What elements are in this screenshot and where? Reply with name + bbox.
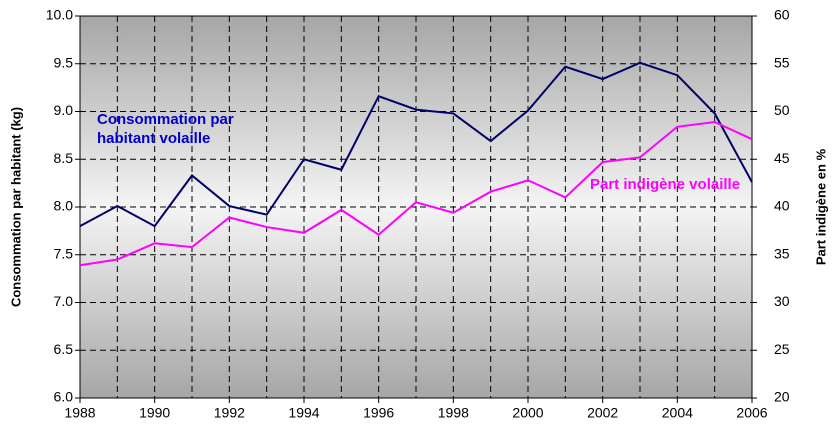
y2-tick-label: 30 [774,293,790,309]
x-tick-label: 2000 [512,405,543,421]
x-tick-label: 1996 [363,405,394,421]
y2-tick-label: 40 [774,198,790,214]
y-axis-label: Consommation par habitant (kg) [8,107,23,307]
y2-tick-label: 55 [774,54,790,70]
y-tick-label: 7.0 [54,293,74,309]
y2-tick-label: 60 [774,7,790,23]
y-tick-label: 6.5 [54,341,74,357]
x-tick-label: 1990 [139,405,170,421]
series-annotation: Consommation par [97,111,234,128]
y2-tick-label: 20 [774,389,790,405]
y-tick-label: 9.5 [54,54,74,70]
x-tick-label: 1994 [288,405,319,421]
y2-tick-label: 50 [774,102,790,118]
y-tick-label: 8.5 [54,150,74,166]
y-tick-label: 6.0 [54,389,74,405]
y2-tick-label: 35 [774,245,790,261]
y-tick-label: 7.5 [54,245,74,261]
y-tick-label: 10.0 [46,7,73,23]
series-annotation: Part indigène volaille [590,176,740,193]
y2-tick-label: 25 [774,341,790,357]
plot-border [79,15,753,399]
x-tick-label: 1998 [438,405,469,421]
x-tick-label: 2006 [736,405,767,421]
x-tick-label: 2004 [662,405,693,421]
x-tick-label: 2002 [587,405,618,421]
x-tick-label: 1988 [64,405,95,421]
series-line [79,120,753,267]
series-line [79,61,753,228]
series-annotation: habitant volaille [97,130,210,147]
y2-tick-label: 45 [774,150,790,166]
x-tick-label: 1992 [214,405,245,421]
y-tick-label: 8.0 [54,198,74,214]
y2-axis-label: Part indigène en % [813,148,828,265]
y-tick-label: 9.0 [54,102,74,118]
